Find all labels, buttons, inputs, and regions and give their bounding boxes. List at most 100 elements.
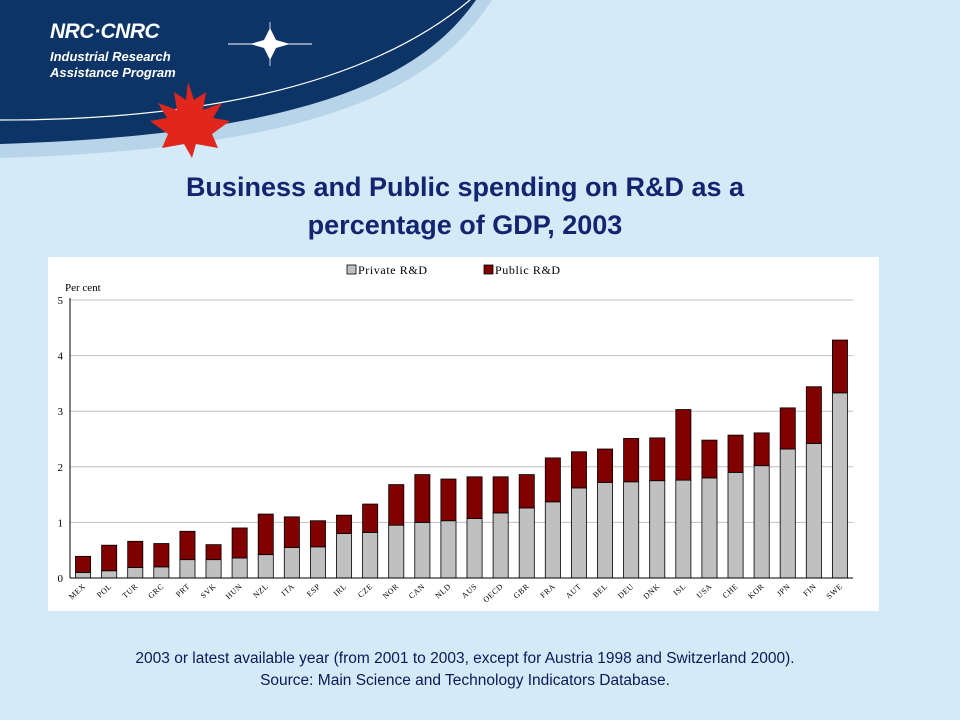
legend-label-public: Public R&D [495, 263, 561, 277]
x-tick-label: CHE [721, 582, 740, 600]
bar-public-rd [675, 409, 692, 481]
sparkle-icon [228, 22, 312, 66]
bar-public-rd [570, 451, 587, 489]
bar-private-rd [75, 572, 92, 579]
chart-panel: 0 1 2 3 4 5 Per cent MEX POL TUR GRC PRT SVK HUN NZL IT… [48, 257, 879, 611]
bar-public-rd [805, 386, 822, 444]
bar-public-rd [283, 516, 300, 548]
banner-white-line [0, 0, 471, 121]
footnote: 2003 or latest available year (from 2001… [40, 648, 890, 692]
bar-private-rd [414, 521, 431, 579]
legend-label-private: Private R&D [358, 263, 428, 277]
bar-public-rd [75, 555, 92, 573]
x-tick-label: SWE [825, 582, 845, 601]
bar-private-rd [466, 518, 483, 579]
bar-private-rd [492, 512, 509, 579]
x-tick-label: DEU [616, 582, 635, 601]
bar-public-rd [466, 476, 483, 519]
bar-public-rd [779, 407, 796, 450]
bar-public-rd [127, 540, 144, 568]
y-tick-label: 5 [58, 295, 64, 307]
y-tick-label: 2 [58, 462, 64, 474]
x-tick-label: GRC [146, 582, 165, 601]
chart-title: Business and Public spending on R&D as a… [60, 168, 870, 244]
x-tick-label: NZL [251, 582, 270, 600]
program-name-line2: Assistance Program [50, 65, 176, 80]
x-tick-label: ESP [305, 582, 322, 599]
bar-public-rd [440, 478, 457, 522]
y-tick-label: 0 [58, 573, 64, 585]
x-tick-label: ISL [672, 582, 688, 598]
bar-private-rd [101, 570, 118, 579]
x-tick-label: GBR [512, 582, 531, 601]
x-tick-label: BEL [591, 582, 609, 600]
x-tick-label: PRT [174, 582, 192, 599]
x-tick-label: SVK [199, 582, 218, 600]
bar-private-rd [623, 481, 640, 579]
y-tick-label: 3 [58, 406, 64, 418]
banner-dark-swoosh [0, 0, 476, 144]
legend-swatch-private [346, 264, 357, 275]
bar-public-rd [362, 503, 379, 533]
x-tick-label: CZE [356, 582, 374, 600]
bar-public-rd [231, 527, 248, 559]
x-tick-label: ITA [280, 582, 297, 598]
legend-swatch-public [483, 264, 494, 275]
bar-private-rd [179, 559, 196, 579]
bar-private-rd [649, 480, 666, 579]
bar-public-rd [205, 544, 222, 561]
bar-private-rd [127, 567, 144, 579]
x-tick-label: FIN [801, 582, 818, 598]
bar-private-rd [544, 501, 561, 579]
bar-private-rd [231, 557, 248, 579]
bar-public-rd [179, 530, 196, 561]
x-tick-label: TUR [121, 582, 140, 601]
bar-public-rd [388, 484, 405, 526]
bar-private-rd [779, 448, 796, 579]
bar-private-rd [727, 471, 744, 579]
bar-public-rd [597, 448, 614, 483]
x-tick-label: CAN [407, 582, 427, 601]
bar-public-rd [153, 543, 170, 568]
bar-private-rd [518, 507, 535, 579]
chart-title-line1: Business and Public spending on R&D as a [185, 172, 745, 202]
bar-public-rd [414, 474, 431, 523]
maple-leaf-icon [150, 82, 230, 158]
nrc-logo: NRC·CNRC [50, 20, 160, 43]
bar-private-rd [205, 559, 222, 579]
bar-private-rd [831, 392, 848, 579]
bar-public-rd [649, 437, 666, 482]
x-tick-label: DNK [642, 582, 662, 601]
x-tick-label: AUT [564, 582, 583, 601]
bar-private-rd [388, 524, 405, 579]
bar-public-rd [309, 520, 326, 548]
x-tick-label: AUS [460, 582, 479, 600]
bar-private-rd [440, 520, 457, 579]
bar-private-rd [805, 443, 822, 579]
x-tick-label: IRL [332, 582, 349, 598]
bar-public-rd [492, 476, 509, 514]
x-tick-label: MEX [67, 582, 87, 602]
y-tick-label: 1 [58, 517, 64, 529]
x-tick-label: JPN [775, 582, 792, 599]
bar-public-rd [753, 432, 770, 467]
header-banner [0, 0, 492, 158]
bar-public-rd [623, 438, 640, 483]
bar-private-rd [675, 479, 692, 579]
bar-public-rd [518, 474, 535, 509]
x-tick-label: USA [695, 582, 714, 600]
x-tick-label: OECD [481, 582, 505, 605]
bar-private-rd [362, 532, 379, 579]
bar-private-rd [283, 547, 300, 579]
x-tick-label: HUN [224, 582, 244, 601]
bar-public-rd [831, 339, 848, 394]
bar-private-rd [257, 554, 274, 579]
x-tick-label: NLD [433, 582, 452, 601]
y-axis-unit-label: Per cent [65, 282, 101, 294]
bar-private-rd [753, 465, 770, 579]
y-tick-label: 4 [58, 351, 64, 363]
bar-public-rd [257, 513, 274, 556]
bar-private-rd [570, 487, 587, 579]
bar-private-rd [336, 533, 353, 579]
